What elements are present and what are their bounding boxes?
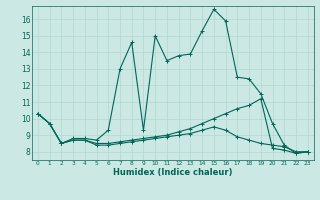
- X-axis label: Humidex (Indice chaleur): Humidex (Indice chaleur): [113, 168, 233, 177]
